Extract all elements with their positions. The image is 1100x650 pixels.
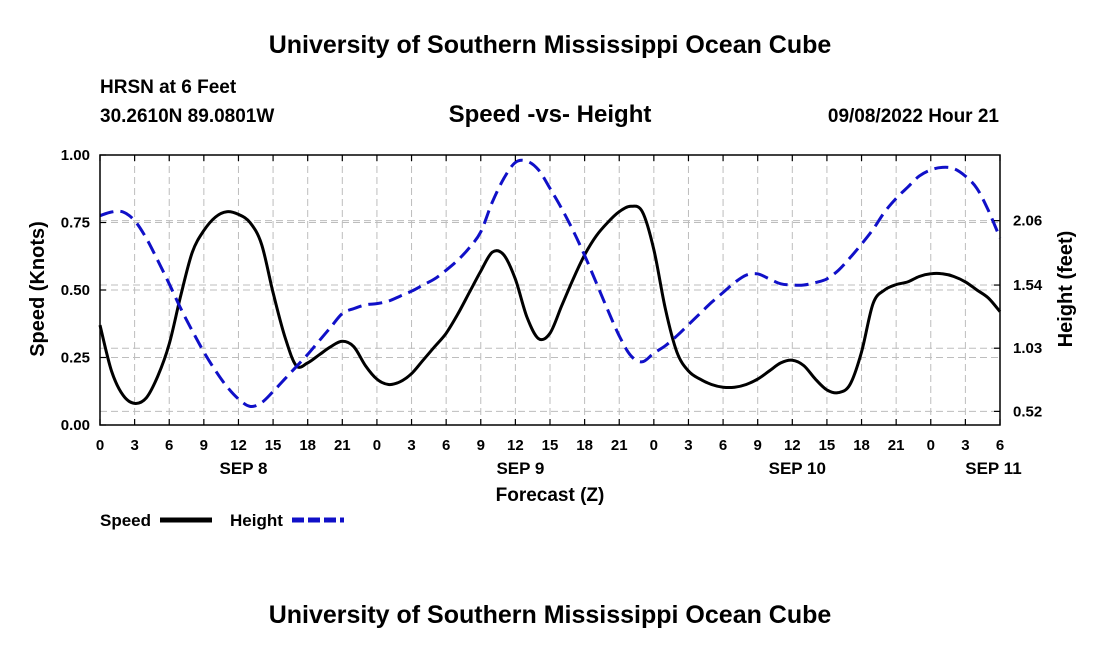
x-day-label: SEP 9 — [496, 459, 544, 478]
y-tick-label: 0.00 — [61, 417, 90, 434]
x-tick-label: 6 — [996, 437, 1004, 454]
x-axis-label: Forecast (Z) — [496, 485, 605, 506]
footer-title: University of Southern Mississippi Ocean… — [268, 601, 832, 629]
x-day-label: SEP 10 — [769, 459, 826, 478]
x-tick-label: 15 — [265, 437, 282, 454]
x-tick-label: 3 — [407, 437, 415, 454]
x-tick-label: 0 — [373, 437, 381, 454]
x-tick-label: 12 — [784, 437, 801, 454]
station-coords: 30.2610N 89.0801W — [100, 106, 275, 127]
x-tick-label: 6 — [165, 437, 173, 454]
x-tick-label: 9 — [754, 437, 762, 454]
y-tick-label: 1.00 — [61, 147, 90, 164]
x-tick-label: 3 — [684, 437, 692, 454]
x-tick-label: 9 — [477, 437, 485, 454]
x-tick-label: 18 — [576, 437, 593, 454]
x-tick-label: 21 — [334, 437, 351, 454]
x-tick-label: 12 — [507, 437, 524, 454]
series-line-height — [99, 158, 1002, 409]
x-tick-label: 6 — [442, 437, 450, 454]
y2-tick-label: 0.52 — [1013, 403, 1042, 420]
legend: Speed Height — [100, 511, 344, 530]
station-label: HRSN at 6 Feet — [100, 77, 237, 98]
y2-tick-label: 1.54 — [1013, 277, 1043, 294]
y-tick-label: 0.75 — [61, 215, 90, 232]
grid-lines — [100, 155, 1000, 425]
series-line-speed — [98, 204, 1002, 405]
y-axis-label: Speed (Knots) — [27, 221, 49, 357]
series-lines — [98, 158, 1002, 409]
x-tick-label: 0 — [96, 437, 104, 454]
x-tick-label: 0 — [927, 437, 935, 454]
x-tick-label: 12 — [230, 437, 247, 454]
x-tick-label: 6 — [719, 437, 727, 454]
x-tick-label: 15 — [819, 437, 836, 454]
legend-speed-label: Speed — [100, 511, 151, 530]
page-title: University of Southern Mississippi Ocean… — [268, 31, 832, 59]
legend-height-label: Height — [230, 511, 283, 530]
x-tick-label: 9 — [200, 437, 208, 454]
x-tick-label: 3 — [961, 437, 969, 454]
y2-tick-label: 2.06 — [1013, 213, 1042, 230]
x-tick-label: 18 — [299, 437, 316, 454]
axis-ticks: 0 3 6 9 12 15 18 21 0 3 6 9 12 15 18 21 0 3 6 9 12 15 18 21 0 3 6 S… — [61, 147, 1043, 478]
y-tick-label: 0.25 — [61, 350, 90, 367]
x-tick-label: 0 — [650, 437, 658, 454]
chart-title: Speed -vs- Height — [448, 101, 652, 128]
x-tick-label: 21 — [888, 437, 905, 454]
x-tick-label: 15 — [542, 437, 559, 454]
forecast-datetime: 09/08/2022 Hour 21 — [827, 106, 999, 127]
y2-axis-label: Height (feet) — [1055, 231, 1077, 348]
x-day-label: SEP 8 — [220, 459, 268, 478]
y2-tick-label: 1.03 — [1013, 340, 1042, 357]
x-tick-label: 3 — [130, 437, 138, 454]
y-tick-label: 0.50 — [61, 282, 90, 299]
x-day-label: SEP 11 — [965, 459, 1021, 478]
x-tick-label: 18 — [853, 437, 870, 454]
x-tick-label: 21 — [611, 437, 628, 454]
